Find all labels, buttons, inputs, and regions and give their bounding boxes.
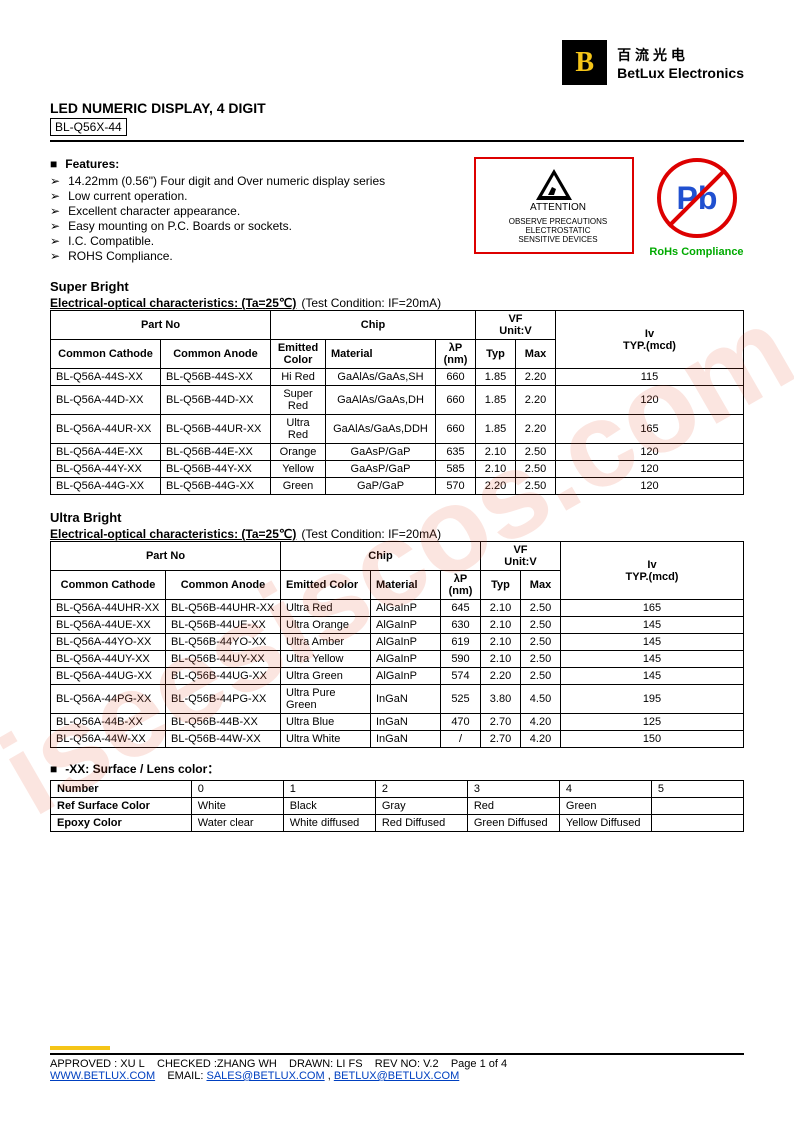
rohs-label: RoHs Compliance	[649, 246, 744, 258]
feature-item: ➢Excellent character appearance.	[50, 204, 454, 218]
feature-item: ➢ROHS Compliance.	[50, 249, 454, 263]
header: B 百 流 光 电 BetLux Electronics	[50, 40, 744, 85]
super-bright-table: Part No Chip VFUnit:V IvTYP.(mcd) Common…	[50, 310, 744, 495]
table-row: BL-Q56A-44D-XXBL-Q56B-44D-XXSuper RedGaA…	[51, 386, 744, 415]
title-rule	[50, 140, 744, 142]
table-row: BL-Q56A-44YO-XXBL-Q56B-44YO-XXUltra Ambe…	[51, 634, 744, 651]
footer-email2[interactable]: BETLUX@BETLUX.COM	[334, 1070, 459, 1082]
table-row: BL-Q56A-44UR-XXBL-Q56B-44UR-XXUltra RedG…	[51, 415, 744, 444]
features-row: ■Features: ➢14.22mm (0.56") Four digit a…	[50, 157, 744, 264]
ultra-cond: (Test Condition: IF=20mA)	[301, 527, 441, 541]
footer-page: Page 1 of 4	[451, 1058, 507, 1070]
company-name: 百 流 光 电 BetLux Electronics	[617, 45, 744, 81]
company-logo: B	[562, 40, 607, 85]
footer: APPROVED : XU L CHECKED :ZHANG WH DRAWN:…	[50, 1046, 744, 1082]
part-number: BL-Q56X-44	[50, 118, 127, 136]
footer-checked: CHECKED :ZHANG WH	[157, 1058, 277, 1070]
feature-item: ➢I.C. Compatible.	[50, 234, 454, 248]
logo-letter: B	[575, 47, 594, 79]
badges: ATTENTION OBSERVE PRECAUTIONS ELECTROSTA…	[474, 157, 744, 254]
esd-line1: OBSERVE PRECAUTIONS	[509, 217, 608, 226]
table-row: BL-Q56A-44G-XXBL-Q56B-44G-XXGreenGaP/GaP…	[51, 478, 744, 495]
features-block: ■Features: ➢14.22mm (0.56") Four digit a…	[50, 157, 454, 264]
esd-icon	[534, 167, 574, 202]
table-row: BL-Q56A-44W-XXBL-Q56B-44W-XXUltra WhiteI…	[51, 731, 744, 748]
features-title: ■Features:	[50, 157, 454, 171]
table-row: BL-Q56A-44B-XXBL-Q56B-44B-XXUltra BlueIn…	[51, 714, 744, 731]
lens-table: Number012345 Ref Surface ColorWhiteBlack…	[50, 780, 744, 832]
footer-drawn: DRAWN: LI FS	[289, 1058, 363, 1070]
ultra-bright-table: Part No Chip VFUnit:V IvTYP.(mcd) Common…	[50, 541, 744, 748]
footer-email1[interactable]: SALES@BETLUX.COM	[206, 1070, 324, 1082]
feature-item: ➢Easy mounting on P.C. Boards or sockets…	[50, 219, 454, 233]
esd-line3: SENSITIVE DEVICES	[509, 235, 608, 244]
footer-approved: APPROVED : XU L	[50, 1058, 145, 1070]
company-name-cn: 百 流 光 电	[617, 45, 744, 65]
table-row: BL-Q56A-44Y-XXBL-Q56B-44Y-XXYellowGaAsP/…	[51, 461, 744, 478]
esd-warning: ATTENTION OBSERVE PRECAUTIONS ELECTROSTA…	[474, 157, 634, 254]
feature-item: ➢14.22mm (0.56") Four digit and Over num…	[50, 174, 454, 188]
rohs-badge: Pb RoHs Compliance	[649, 158, 744, 253]
table-row: BL-Q56A-44UE-XXBL-Q56B-44UE-XXUltra Oran…	[51, 617, 744, 634]
ultra-bright-title: Ultra Bright	[50, 510, 744, 525]
super-cond: (Test Condition: IF=20mA)	[301, 296, 441, 310]
feature-item: ➢Low current operation.	[50, 189, 454, 203]
super-subtitle: Electrical-optical characteristics: (Ta=…	[50, 296, 296, 310]
table-row: BL-Q56A-44S-XXBL-Q56B-44S-XXHi RedGaAlAs…	[51, 369, 744, 386]
company-name-en: BetLux Electronics	[617, 65, 744, 81]
lens-title: ■-XX: Surface / Lens color：	[50, 760, 744, 777]
esd-title: ATTENTION	[509, 202, 608, 213]
table-row: BL-Q56A-44UY-XXBL-Q56B-44UY-XXUltra Yell…	[51, 651, 744, 668]
table-row: BL-Q56A-44UG-XXBL-Q56B-44UG-XXUltra Gree…	[51, 668, 744, 685]
footer-rev: REV NO: V.2	[375, 1058, 439, 1070]
esd-line2: ELECTROSTATIC	[509, 226, 608, 235]
table-row: BL-Q56A-44UHR-XXBL-Q56B-44UHR-XXUltra Re…	[51, 600, 744, 617]
table-row: BL-Q56A-44E-XXBL-Q56B-44E-XXOrangeGaAsP/…	[51, 444, 744, 461]
document-title: LED NUMERIC DISPLAY, 4 DIGIT	[50, 100, 744, 116]
ultra-subtitle: Electrical-optical characteristics: (Ta=…	[50, 527, 296, 541]
super-bright-title: Super Bright	[50, 279, 744, 294]
table-row: BL-Q56A-44PG-XXBL-Q56B-44PG-XXUltra Pure…	[51, 685, 744, 714]
footer-url[interactable]: WWW.BETLUX.COM	[50, 1070, 155, 1082]
